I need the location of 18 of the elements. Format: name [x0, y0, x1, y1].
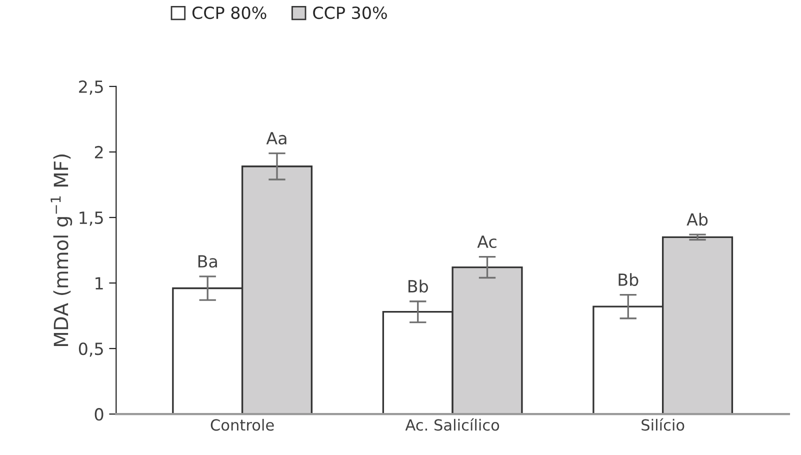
data-label: Bb [408, 280, 428, 293]
y-axis-title: MDA (mmol g$^{−1}$ MF) [50, 154, 72, 346]
legend-label: CCP 30% [313, 6, 387, 20]
y-tick-label: 2 [94, 146, 103, 158]
y-tick-label: 0 [94, 408, 104, 421]
legend-label: CCP 80% [192, 6, 266, 20]
x-tick-label: Controle [210, 418, 274, 431]
data-label: Bb [618, 273, 638, 286]
y-tick-label: 1 [96, 277, 103, 290]
y-tick-label: 2,5 [79, 80, 103, 95]
x-tick-label: Ac. Salicílico [405, 418, 500, 431]
data-label: Aa [266, 132, 286, 144]
data-label: Ba [198, 255, 217, 268]
data-label: Ab [686, 212, 708, 226]
y-tick-label: 1,5 [80, 212, 103, 226]
y-tick-label: 0,5 [78, 342, 103, 357]
x-tick-label: Silício [642, 418, 684, 431]
data-label: Ac [477, 236, 496, 248]
